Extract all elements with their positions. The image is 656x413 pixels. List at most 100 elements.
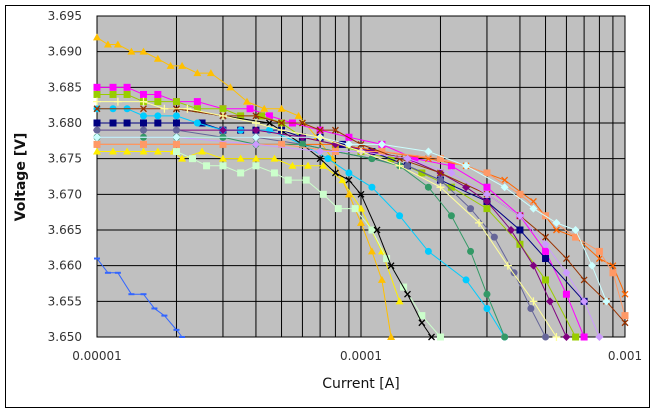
data-point — [316, 133, 325, 142]
data-point — [527, 304, 535, 312]
data-point — [284, 176, 292, 184]
data-point — [246, 105, 254, 113]
data-point — [236, 154, 245, 162]
data-point — [316, 155, 324, 163]
data-point — [345, 176, 353, 184]
data-point — [278, 119, 285, 127]
data-point — [139, 126, 147, 134]
data-point — [383, 255, 391, 263]
data-point — [418, 312, 426, 320]
data-point — [357, 147, 365, 156]
data-point — [580, 276, 588, 284]
data-point — [154, 90, 162, 98]
series-line — [97, 136, 607, 302]
x-tick-label: 0.001 — [608, 349, 642, 363]
data-point — [588, 261, 597, 270]
data-point — [621, 319, 629, 327]
y-tick-label: 3.680 — [48, 116, 82, 130]
x-tick-label: 0.00001 — [72, 349, 122, 363]
data-point — [93, 133, 101, 142]
x-axis-label: Current [A] — [322, 376, 400, 392]
data-point — [160, 104, 169, 113]
data-point — [127, 47, 136, 55]
data-point — [403, 162, 411, 170]
y-tick-label: 3.675 — [48, 152, 82, 166]
data-point — [447, 168, 456, 177]
y-tick-label: 3.655 — [48, 294, 82, 308]
data-point — [447, 183, 455, 191]
data-point — [475, 218, 484, 227]
data-point — [198, 119, 206, 127]
data-point — [251, 126, 260, 135]
data-point — [483, 290, 491, 298]
data-point — [243, 97, 252, 105]
data-point — [515, 211, 524, 220]
data-point — [172, 119, 180, 127]
data-point — [319, 190, 327, 198]
series-line — [97, 101, 557, 338]
data-point — [139, 97, 148, 106]
data-point — [153, 54, 162, 62]
data-point — [270, 169, 278, 177]
data-point — [237, 169, 245, 177]
data-point — [482, 197, 491, 206]
data-point — [298, 119, 306, 127]
data-point — [368, 226, 376, 234]
data-point — [436, 333, 444, 341]
data-point — [139, 90, 147, 98]
data-point — [345, 169, 353, 177]
data-point — [571, 226, 580, 234]
gridlines — [96, 15, 626, 338]
data-point — [338, 140, 346, 148]
data-point — [351, 205, 359, 213]
data-series — [93, 33, 629, 341]
data-point — [154, 98, 162, 106]
data-point — [265, 119, 273, 127]
data-point — [490, 233, 498, 241]
data-point — [93, 126, 101, 134]
data-point — [260, 104, 269, 112]
data-point — [529, 297, 538, 306]
data-point — [436, 176, 444, 184]
y-tick-label: 3.665 — [48, 223, 82, 237]
data-point — [436, 183, 445, 192]
data-point — [377, 275, 386, 283]
data-point — [319, 161, 328, 169]
data-point — [447, 212, 455, 220]
data-point — [113, 97, 122, 106]
data-point — [424, 183, 432, 191]
data-point — [113, 40, 122, 48]
data-point — [373, 226, 381, 234]
data-point — [219, 140, 227, 148]
data-point — [368, 183, 376, 191]
data-point — [516, 190, 524, 198]
data-point — [395, 161, 404, 170]
data-point — [172, 98, 180, 106]
data-point — [109, 90, 117, 98]
data-point — [206, 69, 215, 77]
data-point — [552, 226, 560, 234]
series-18 — [93, 97, 561, 341]
data-point — [411, 155, 419, 163]
data-point — [424, 147, 433, 156]
data-point — [251, 140, 260, 149]
series-17 — [93, 133, 611, 306]
data-point — [193, 105, 201, 113]
data-point — [483, 169, 491, 177]
data-point — [302, 176, 310, 184]
data-point — [368, 155, 376, 163]
data-point — [93, 90, 101, 98]
data-point — [542, 247, 550, 255]
data-point — [193, 98, 201, 106]
y-tick-label: 3.695 — [48, 9, 82, 23]
data-point — [278, 140, 286, 148]
data-point — [252, 162, 260, 170]
data-point — [188, 155, 196, 163]
data-point — [542, 276, 550, 284]
data-point — [218, 111, 227, 120]
data-point — [357, 218, 365, 226]
data-point — [294, 111, 303, 119]
data-point — [139, 147, 148, 155]
data-point — [203, 162, 211, 170]
data-point — [298, 140, 306, 148]
